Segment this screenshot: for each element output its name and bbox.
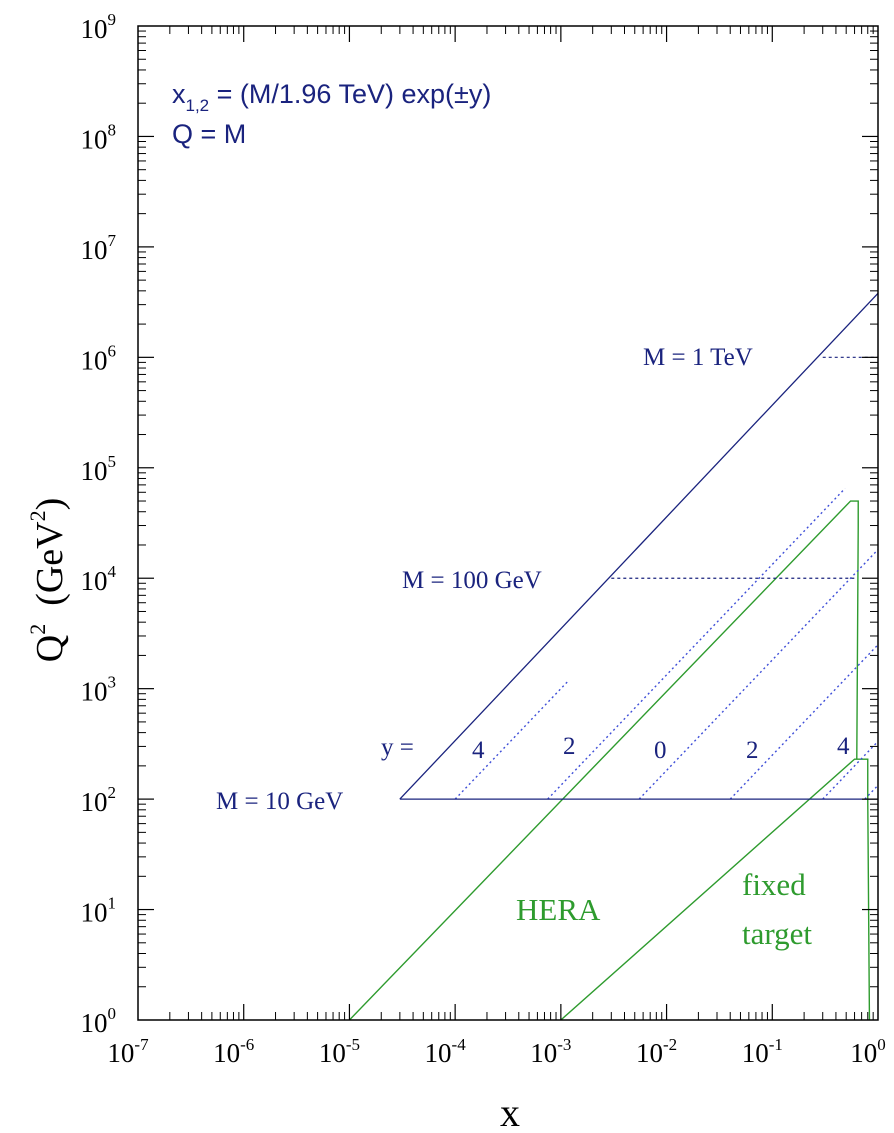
x-tick-base: 10 [850,1038,877,1068]
y-tick-exp: 6 [108,341,117,360]
y-tick-exp: 5 [108,452,117,471]
y-tick-label: 104 [81,562,117,596]
x-tick-exp: -1 [769,1035,783,1054]
y-tick-base: 10 [81,1008,108,1038]
y-tick-label: 103 [81,673,117,707]
rapidity-line-2 [638,549,879,800]
y-tick-label: 101 [81,894,117,928]
y-tick-label: 100 [81,1004,117,1038]
y-tick-base: 10 [81,566,108,596]
y-tick-exp: 8 [108,120,117,139]
y-axis-unit-exp: 2 [25,510,50,521]
lines-layer [399,292,879,800]
rapidity-line-5 [864,784,879,800]
formula-line2: Q = M [172,119,246,149]
regions-layer [348,500,871,1021]
x-tick-base: 10 [319,1038,346,1068]
x-tick-exp: -6 [240,1035,254,1054]
x-tick-label: 10-2 [636,1035,677,1068]
y-tick-base: 10 [81,898,108,928]
x-tick-base: 10 [107,1038,134,1068]
rapidity-line-3 [729,644,879,800]
x-tick-label: 10-1 [742,1035,783,1068]
rapidity-line-4 [822,740,879,800]
upper-kinematic-boundary [399,292,879,800]
x-tick-exp: -4 [452,1035,467,1054]
rapidity-label-2: 0 [654,737,667,764]
y-axis-q: Q [29,635,71,662]
y-axis-unit-close: ) [29,498,71,511]
x-tick-label: 10-5 [319,1035,360,1068]
x-tick-label: 10-6 [213,1035,254,1068]
plot-frame [137,25,879,1021]
x-tick-base: 10 [636,1038,663,1068]
y-tick-exp: 3 [108,673,117,692]
x-tick-exp: -5 [346,1035,360,1054]
y-axis-q-exp: 2 [25,624,50,635]
fixed-target-label-line2: target [742,916,812,951]
x-tick-base: 10 [213,1038,240,1068]
rapidity-line-1 [547,487,846,800]
y-tick-exp: 1 [108,894,117,913]
x-tick-base: 10 [742,1038,769,1068]
formula-x: x [172,79,186,109]
mass-label-10gev: M = 10 GeV [216,788,343,815]
y-tick-base: 10 [81,677,108,707]
y-tick-base: 10 [81,787,108,817]
y-tick-base: 10 [81,124,108,154]
x-tick-exp: -2 [663,1035,677,1054]
rapidity-label-3: 2 [746,737,759,764]
region-boundary-hera [348,500,859,1021]
x-tick-label: 100 [850,1035,886,1068]
x-tick-label: 10-4 [425,1035,467,1068]
y-tick-base: 10 [81,235,108,265]
y-tick-exp: 4 [108,562,117,581]
rapidity-label-0: 4 [472,737,485,764]
x-tick-label: 10-7 [107,1035,149,1068]
x-tick-label: 10-3 [530,1035,571,1068]
formula-line1: x1,2 = (M/1.96 TeV) exp(±y) [172,79,491,115]
rapidity-label-1: 2 [563,733,576,760]
y-axis-title: Q2(GeV2) [25,498,71,663]
rapidity-prefix-label: y = [381,734,414,761]
mass-label-1tev: M = 1 TeV [643,344,753,371]
y-tick-label: 108 [81,120,117,154]
y-axis-unit-open: (GeV [29,521,71,606]
region-boundary-fixed-target [560,758,871,1021]
fixed-target-label-line1: fixed [742,867,806,902]
formula-sub: 1,2 [186,96,210,115]
mass-label-100gev: M = 100 GeV [402,567,542,594]
y-tick-label: 102 [81,783,117,817]
ticks-layer: 10-7 10-6 10-5 10-4 10-3 10-2 10-1 100100101102… [81,10,886,1068]
x-tick-exp: -3 [557,1035,571,1054]
y-tick-exp: 2 [108,783,117,802]
x-tick-base: 10 [530,1038,557,1068]
x-tick-base: 10 [425,1038,452,1068]
y-tick-exp: 0 [108,1004,117,1023]
hera-region-label: HERA [516,892,601,927]
formula-rest: = (M/1.96 TeV) exp(±y) [209,79,491,109]
y-tick-label: 105 [81,452,117,486]
labels-layer: x1,2 = (M/1.96 TeV) exp(±y) Q = M x Q2(G… [25,79,850,1133]
x-tick-exp: 0 [877,1035,886,1054]
y-tick-base: 10 [81,14,108,44]
y-tick-label: 106 [81,341,117,375]
y-tick-base: 10 [81,456,108,486]
x-tick-exp: -7 [134,1035,149,1054]
y-tick-exp: 9 [108,10,117,29]
rapidity-label-4: 4 [837,733,850,760]
y-tick-base: 10 [81,345,108,375]
y-tick-label: 109 [81,10,117,44]
y-tick-exp: 7 [108,231,117,250]
y-tick-label: 107 [81,231,117,265]
x-axis-title: x [500,1090,520,1133]
